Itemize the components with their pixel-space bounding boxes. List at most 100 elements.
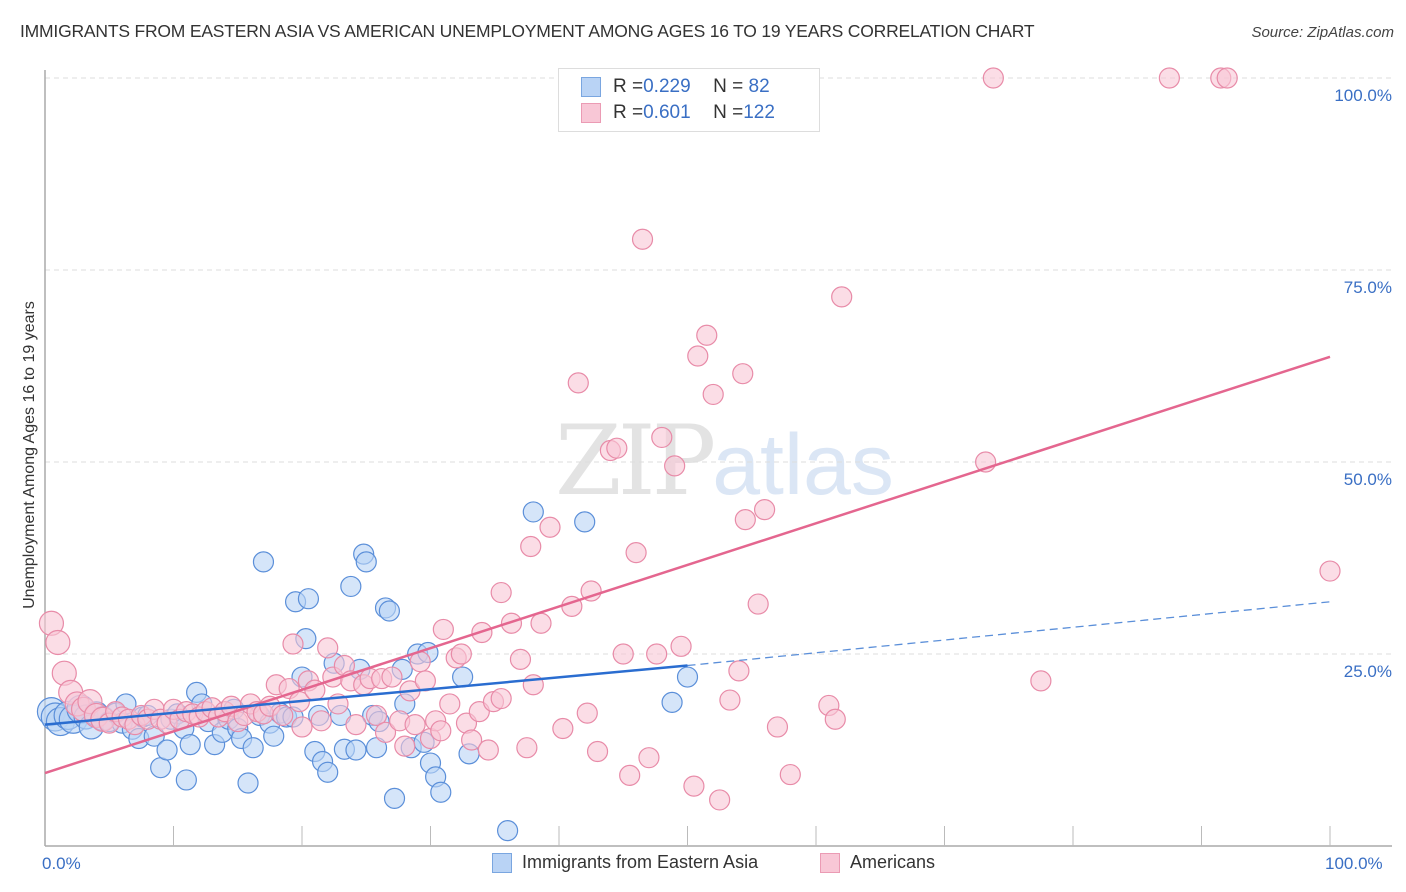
point-immigrants	[676, 666, 699, 688]
point-americans	[631, 228, 654, 250]
n-label: N =	[713, 102, 744, 123]
point-americans	[567, 372, 589, 394]
point-immigrants	[378, 600, 400, 622]
y-tick-label: 50.0%	[1343, 470, 1392, 489]
point-americans	[520, 535, 542, 558]
point-immigrants	[263, 725, 285, 747]
point-americans	[779, 763, 801, 786]
point-americans	[766, 716, 789, 738]
r-value: 0.229	[643, 76, 691, 97]
point-americans	[753, 499, 776, 521]
point-americans	[606, 437, 628, 459]
point-americans	[381, 666, 403, 688]
point-americans	[625, 542, 647, 564]
point-americans	[747, 593, 769, 615]
point-americans	[365, 704, 388, 727]
point-americans	[1216, 67, 1238, 89]
point-immigrants	[522, 501, 544, 523]
legend-label: Immigrants from Eastern Asia	[522, 852, 759, 872]
point-americans	[702, 383, 724, 406]
point-americans	[683, 775, 705, 797]
point-americans	[430, 720, 452, 742]
point-immigrants	[179, 734, 201, 756]
chart-title: IMMIGRANTS FROM EASTERN ASIA VS AMERICAN…	[20, 21, 1035, 41]
point-americans	[612, 643, 634, 665]
point-americans	[619, 764, 641, 786]
point-americans	[728, 660, 750, 682]
source-credit: Source: ZipAtlas.com	[1251, 24, 1394, 41]
point-immigrants	[150, 757, 172, 779]
legend-swatch-blue	[492, 852, 512, 873]
point-americans	[439, 693, 461, 715]
y-tick-label: 75.0%	[1343, 278, 1392, 297]
point-americans	[696, 324, 718, 346]
x-tick-label-max: 100.0%	[1325, 854, 1383, 873]
point-americans	[490, 687, 512, 710]
legend-item-immigrants[interactable]: Immigrants from Eastern Asia	[492, 852, 758, 873]
point-americans	[291, 716, 313, 738]
point-americans	[516, 737, 538, 759]
point-americans	[664, 455, 686, 477]
point-americans	[638, 747, 660, 769]
legend-label: Americans	[850, 852, 936, 872]
point-americans	[282, 633, 304, 655]
point-americans	[450, 643, 472, 665]
point-americans	[734, 508, 756, 531]
point-americans	[490, 581, 512, 604]
point-immigrants	[452, 666, 474, 688]
point-americans	[317, 637, 339, 659]
point-americans	[719, 689, 741, 711]
point-americans	[432, 618, 454, 641]
point-americans	[272, 704, 294, 727]
point-americans	[394, 735, 416, 757]
point-americans	[477, 739, 499, 761]
legend-swatch-blue	[581, 77, 601, 97]
point-immigrants	[661, 691, 683, 713]
point-immigrants	[297, 588, 320, 610]
correlation-legend: R = 0.229 N = 82 R = 0.601 N = 122	[558, 68, 820, 132]
point-immigrants	[156, 739, 178, 761]
legend-item-americans[interactable]: Americans	[820, 852, 935, 873]
gridlines	[45, 77, 1392, 655]
point-americans	[1319, 560, 1341, 582]
point-americans	[586, 740, 609, 763]
point-immigrants	[430, 781, 452, 803]
point-americans	[732, 363, 754, 385]
point-americans	[1030, 670, 1052, 692]
point-americans	[522, 674, 544, 696]
r-value: 0.601	[643, 102, 691, 123]
point-americans	[709, 789, 731, 811]
x-tick-label-min: 0.0%	[42, 854, 81, 873]
point-americans	[374, 721, 397, 743]
r-label: R =	[613, 76, 644, 97]
point-immigrants	[242, 737, 264, 759]
series-americans-points	[38, 67, 1341, 811]
point-immigrants	[237, 772, 259, 794]
point-immigrants	[340, 575, 362, 598]
point-immigrants	[252, 551, 275, 573]
trend-line-americans	[44, 355, 1331, 775]
point-americans	[646, 643, 668, 665]
point-americans	[310, 710, 332, 732]
n-label: N =	[713, 76, 744, 97]
point-americans	[576, 702, 598, 724]
legend-swatch-pink	[820, 852, 840, 873]
y-tick-label: 100.0%	[1334, 86, 1392, 105]
point-americans	[982, 67, 1004, 89]
trend-lines	[44, 355, 1331, 775]
legend-row-immigrants: R = 0.229 N = 82	[581, 75, 770, 99]
point-americans	[461, 729, 483, 751]
point-immigrants	[574, 511, 596, 533]
point-americans	[552, 717, 574, 740]
n-value: 122	[743, 102, 775, 123]
point-americans	[651, 426, 673, 449]
point-immigrants	[355, 551, 377, 573]
point-americans	[45, 629, 71, 656]
point-immigrants	[345, 739, 367, 761]
point-immigrants	[175, 769, 197, 791]
point-americans	[500, 612, 523, 634]
point-americans	[539, 516, 561, 538]
point-americans	[580, 580, 602, 602]
r-label: R =	[613, 102, 644, 123]
